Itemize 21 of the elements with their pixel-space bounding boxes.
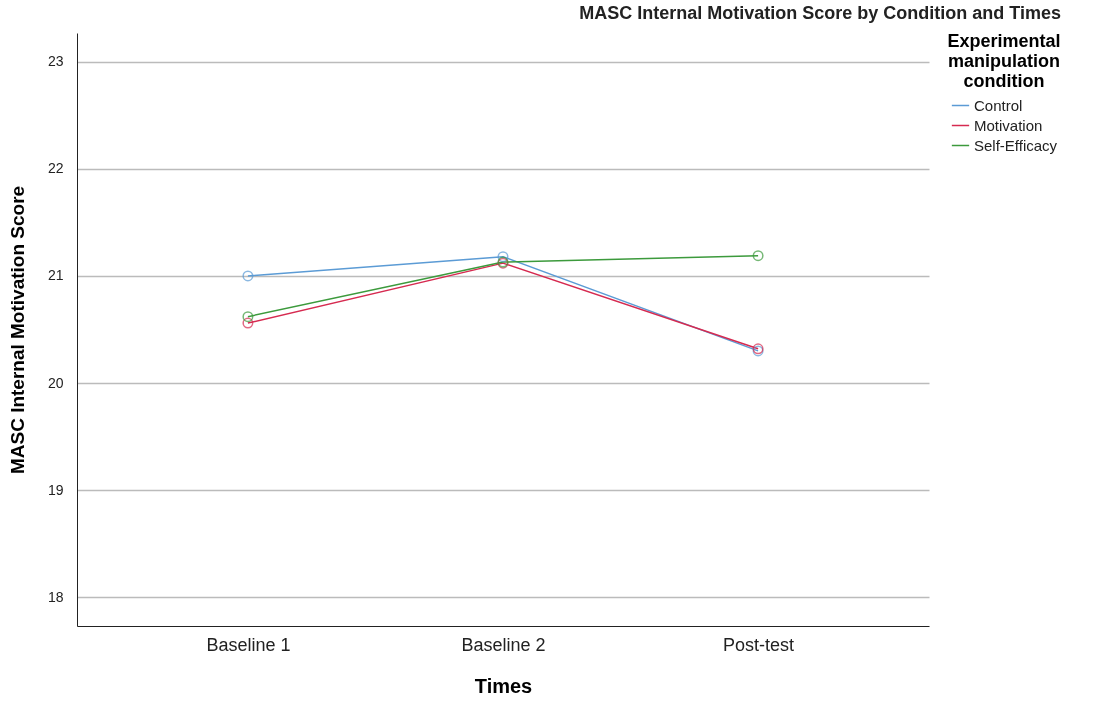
y-axis-title: MASC Internal Motivation Score [6,185,28,475]
point [242,270,254,282]
x-tick-label: Post-test [723,634,795,655]
x-axis-title: Times [474,674,533,697]
legend-label: Control [974,96,1023,114]
y-tick-label: 19 [47,481,64,498]
x-tick-label: Baseline 1 [206,634,291,655]
y-tick-label: 20 [47,374,64,391]
point [242,317,254,329]
point [497,251,509,263]
x-tick-label: Baseline 2 [461,634,546,655]
y-tick-label: 22 [47,160,64,177]
point [752,250,764,262]
chart-title: MASC Internal Motivation Score by Condition and Times [579,3,1061,23]
point [242,311,254,323]
legend-label: Motivation [974,116,1043,134]
y-tick-label: 18 [47,588,64,605]
legend-title: Experimental manipulation condition [947,31,1061,91]
y-tick-label: 21 [47,267,64,284]
legend-label: Self-Efficacy [974,136,1058,154]
y-tick-label: 23 [47,53,64,70]
